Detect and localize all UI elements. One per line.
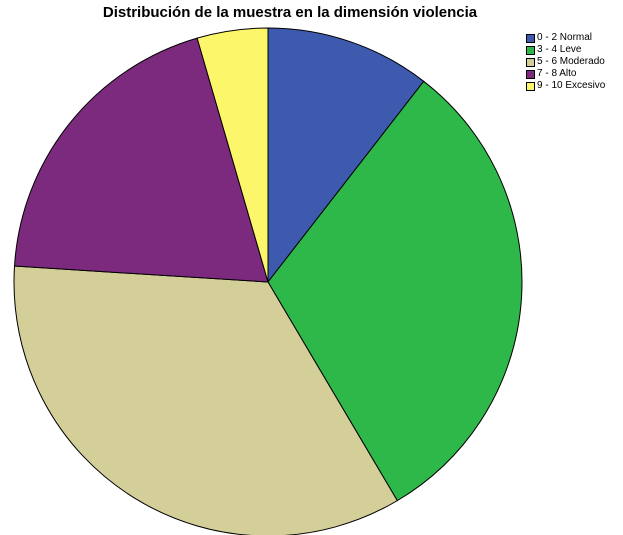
legend-label: 5 - 6 Moderado [537, 56, 605, 67]
legend-label: 9 - 10 Excesivo [537, 80, 606, 91]
legend-swatch [526, 69, 535, 79]
pie-slice-3 [13, 265, 398, 535]
legend-label: 0 - 2 Normal [537, 32, 593, 43]
legend-swatch [526, 45, 535, 55]
pie-slice-4 [13, 37, 269, 283]
pie-slice-2 [267, 80, 523, 502]
legend-label: 7 - 8 Alto [537, 68, 577, 79]
chart-title: Distribución de la muestra en la dimensi… [102, 4, 478, 21]
legend: 0 - 2 Normal 3 - 4 Leve 5 - 6 Moderado 7 - … [526, 32, 605, 92]
pie-slice-5 [196, 27, 269, 283]
pie-slices [13, 27, 523, 535]
legend-item: 5 - 6 Moderado [526, 56, 605, 68]
legend-swatch [526, 57, 535, 67]
legend-swatch [526, 81, 535, 91]
legend-swatch [526, 33, 535, 43]
pie-slice-1 [267, 27, 425, 284]
legend-item: 0 - 2 Normal [526, 32, 605, 44]
legend-item: 9 - 10 Excesivo [526, 80, 605, 92]
legend-item: 7 - 8 Alto [526, 68, 605, 80]
legend-label: 3 - 4 Leve [537, 44, 582, 55]
legend-item: 3 - 4 Leve [526, 44, 605, 56]
